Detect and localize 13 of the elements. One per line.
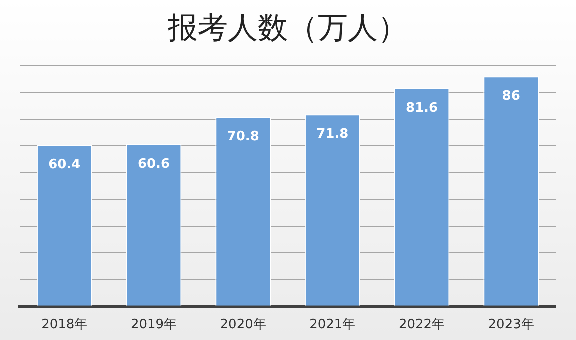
x-tick-label: 2018年	[42, 318, 88, 333]
data-label: 71.8	[316, 126, 349, 142]
x-tick-label: 2023年	[488, 318, 534, 333]
x-tick-label: 2019年	[130, 318, 178, 333]
data-label: 86	[502, 89, 520, 104]
data-label: 60.4	[48, 157, 81, 172]
x-tick-label: 2020年	[220, 318, 266, 333]
x-tick-label: 2022年	[398, 318, 446, 333]
chart-title: 报考人数（万人）	[167, 10, 408, 46]
data-label: 60.6	[138, 156, 170, 172]
x-tick-label: 2021年	[310, 318, 356, 333]
data-label: 81.6	[406, 100, 438, 116]
data-label: 70.8	[227, 130, 260, 145]
